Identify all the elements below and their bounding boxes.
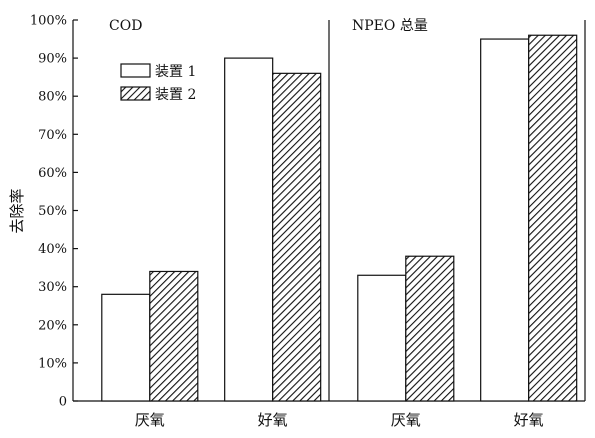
bar-npeo-aerobic-device-2 xyxy=(528,34,578,402)
y-tick-label: 50% xyxy=(38,204,67,219)
category-label-cod-aerobic: 好氧 xyxy=(258,411,288,429)
y-axis-label: 去除率 xyxy=(8,188,26,233)
bar-npeo-anaerobic-device-1 xyxy=(357,274,407,402)
category-label-cod-anaerobic: 厌氧 xyxy=(135,411,165,429)
y-tick-label: 40% xyxy=(38,242,67,257)
panel-title-cod: COD xyxy=(109,18,142,34)
category-label-npeo-anaerobic: 厌氧 xyxy=(391,411,421,429)
y-tick-label: 10% xyxy=(38,356,67,371)
bar-npeo-aerobic-device-1 xyxy=(480,38,530,402)
y-tick-label: 80% xyxy=(38,90,67,105)
legend-label-device-1: 装置 1 xyxy=(155,64,196,80)
y-tick-label: 90% xyxy=(38,52,67,67)
panel-title-npeo: NPEO 总量 xyxy=(352,18,428,34)
bar-cod-aerobic-device-2 xyxy=(272,72,322,402)
y-tick-label: 100% xyxy=(30,14,67,29)
y-tick-label: 70% xyxy=(38,128,67,143)
legend-swatch-device-1 xyxy=(120,63,151,78)
y-tick-label: 20% xyxy=(38,318,67,333)
bar-npeo-anaerobic-device-2 xyxy=(405,255,455,402)
bar-cod-aerobic-device-1 xyxy=(224,57,274,402)
legend-swatch-device-2 xyxy=(120,86,151,101)
category-label-npeo-aerobic: 好氧 xyxy=(514,411,544,429)
y-tick-label: 30% xyxy=(38,280,67,295)
legend-label-device-2: 装置 2 xyxy=(155,87,196,103)
legend: 装置 1 装置 2 xyxy=(120,63,196,103)
y-tick-label: 60% xyxy=(38,166,67,181)
bar-cod-anaerobic-device-2 xyxy=(149,270,199,402)
y-tick-label: 0 xyxy=(59,395,67,410)
bar-cod-anaerobic-device-1 xyxy=(101,293,151,402)
